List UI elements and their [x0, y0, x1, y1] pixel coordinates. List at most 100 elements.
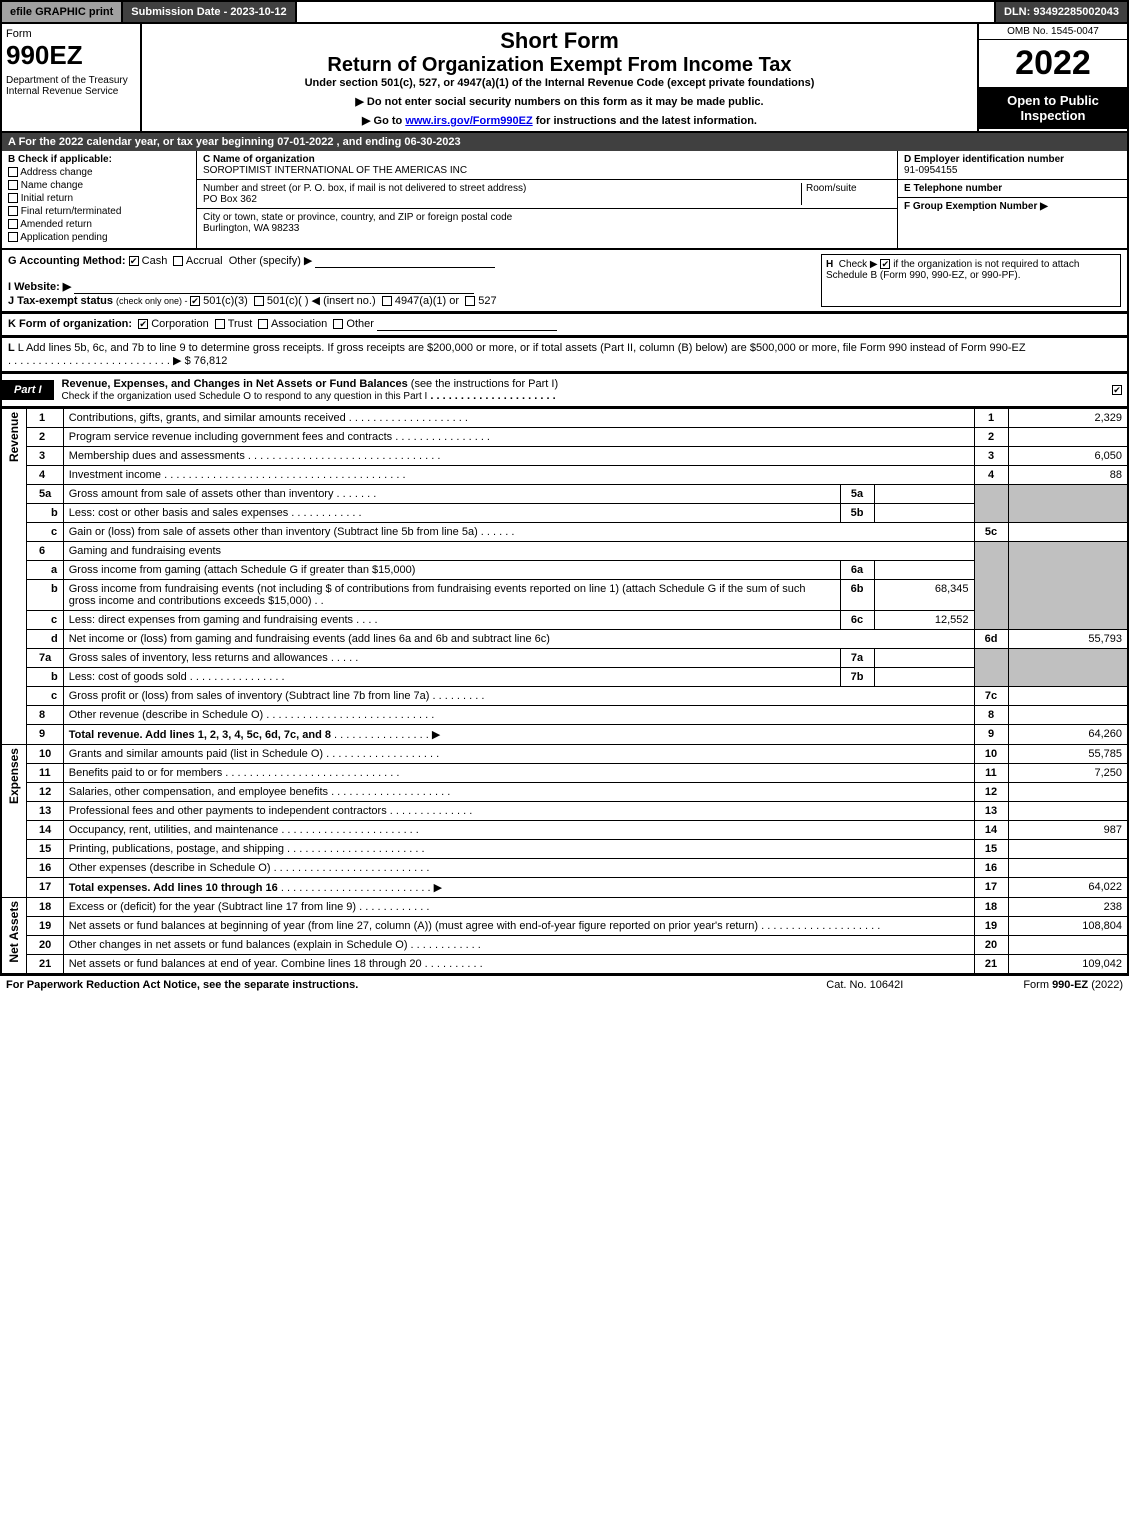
table-row: cGain or (loss) from sale of assets othe… — [1, 523, 1128, 542]
cb-accrual[interactable] — [173, 256, 183, 266]
amt-7a — [874, 649, 974, 668]
cb-4947[interactable] — [382, 296, 392, 306]
cb-association[interactable] — [258, 319, 268, 329]
c-street-label: Number and street (or P. O. box, if mail… — [203, 183, 526, 194]
other-org-input[interactable] — [377, 318, 557, 331]
table-row: 4Investment income . . . . . . . . . . .… — [1, 466, 1128, 485]
j-label: J Tax-exempt status — [8, 295, 113, 307]
section-a: A For the 2022 calendar year, or tax yea… — [0, 133, 1129, 151]
cb-schedule-o[interactable] — [1112, 385, 1122, 395]
amt-4: 88 — [1008, 466, 1128, 485]
table-row: 19Net assets or fund balances at beginni… — [1, 917, 1128, 936]
cb-other-org[interactable] — [333, 319, 343, 329]
org-name: SOROPTIMIST INTERNATIONAL OF THE AMERICA… — [203, 165, 467, 176]
amt-1: 2,329 — [1008, 409, 1128, 428]
part1-tab: Part I — [2, 380, 54, 400]
dept-label: Department of the Treasury Internal Reve… — [6, 75, 136, 97]
amt-6c: 12,552 — [874, 611, 974, 630]
amt-12 — [1008, 783, 1128, 802]
amt-3: 6,050 — [1008, 447, 1128, 466]
c-name-label: C Name of organization — [203, 154, 315, 165]
section-b: B Check if applicable: Address change Na… — [2, 151, 197, 248]
cb-501c[interactable] — [254, 296, 264, 306]
table-row: cLess: direct expenses from gaming and f… — [1, 611, 1128, 630]
amt-11: 7,250 — [1008, 764, 1128, 783]
part1-title: Revenue, Expenses, and Changes in Net As… — [62, 378, 408, 390]
website-input[interactable] — [74, 281, 474, 294]
header-right: OMB No. 1545-0047 2022 Open to Public In… — [977, 24, 1127, 131]
amt-5a — [874, 485, 974, 504]
cb-final-return[interactable]: Final return/terminated — [8, 206, 190, 217]
h-label: H — [826, 259, 833, 270]
amt-10: 55,785 — [1008, 745, 1128, 764]
cb-amended-return[interactable]: Amended return — [8, 219, 190, 230]
cb-name-change[interactable]: Name change — [8, 180, 190, 191]
side-net-assets: Net Assets — [7, 901, 21, 963]
part1-header: Part I Revenue, Expenses, and Changes in… — [0, 373, 1129, 408]
open-inspection: Open to Public Inspection — [979, 87, 1127, 129]
footer-cat: Cat. No. 10642I — [826, 979, 903, 991]
g-label: G Accounting Method: — [8, 255, 126, 267]
part1-note: (see the instructions for Part I) — [411, 378, 558, 390]
table-row: 11Benefits paid to or for members . . . … — [1, 764, 1128, 783]
other-method-input[interactable] — [315, 255, 495, 268]
k-label: K Form of organization: — [8, 318, 132, 330]
cb-527[interactable] — [465, 296, 475, 306]
form-header: Form 990EZ Department of the Treasury In… — [0, 24, 1129, 133]
table-row: bGross income from fundraising events (n… — [1, 580, 1128, 611]
amt-16 — [1008, 859, 1128, 878]
section-gh: G Accounting Method: Cash Accrual Other … — [0, 249, 1129, 313]
table-row: 13Professional fees and other payments t… — [1, 802, 1128, 821]
amt-13 — [1008, 802, 1128, 821]
table-row: 5aGross amount from sale of assets other… — [1, 485, 1128, 504]
amt-6d: 55,793 — [1008, 630, 1128, 649]
cb-initial-return[interactable]: Initial return — [8, 193, 190, 204]
amt-6b: 68,345 — [874, 580, 974, 611]
table-row: 21Net assets or fund balances at end of … — [1, 955, 1128, 975]
d-label: D Employer identification number — [904, 154, 1064, 165]
amt-14: 987 — [1008, 821, 1128, 840]
table-row: bLess: cost of goods sold . . . . . . . … — [1, 668, 1128, 687]
short-form-title: Short Form — [146, 28, 973, 54]
table-row: bLess: cost or other basis and sales exp… — [1, 504, 1128, 523]
tax-year: 2022 — [979, 40, 1127, 87]
cb-trust[interactable] — [215, 319, 225, 329]
page-footer: For Paperwork Reduction Act Notice, see … — [0, 975, 1129, 994]
table-row: 16Other expenses (describe in Schedule O… — [1, 859, 1128, 878]
amt-17: 64,022 — [1008, 878, 1128, 898]
amt-2 — [1008, 428, 1128, 447]
cb-application-pending[interactable]: Application pending — [8, 232, 190, 243]
instr-goto-post: for instructions and the latest informat… — [533, 115, 757, 127]
cb-address-change[interactable]: Address change — [8, 167, 190, 178]
header-mid: Short Form Return of Organization Exempt… — [142, 24, 977, 131]
l-value: ▶ $ 76,812 — [173, 355, 227, 367]
side-expenses: Expenses — [7, 748, 21, 804]
amt-8 — [1008, 706, 1128, 725]
cb-501c3[interactable] — [190, 296, 200, 306]
f-label: F Group Exemption Number ▶ — [904, 201, 1048, 212]
amt-20 — [1008, 936, 1128, 955]
b-header: B Check if applicable: — [8, 154, 190, 165]
amt-15 — [1008, 840, 1128, 859]
form-number: 990EZ — [6, 40, 136, 71]
ein-value: 91-0954155 — [904, 165, 957, 176]
omb-number: OMB No. 1545-0047 — [979, 24, 1127, 40]
submission-date-button[interactable]: Submission Date - 2023-10-12 — [123, 2, 296, 22]
amt-5b — [874, 504, 974, 523]
efile-print-button[interactable]: efile GRAPHIC print — [2, 2, 123, 22]
cb-cash[interactable] — [129, 256, 139, 266]
org-city: Burlington, WA 98233 — [203, 223, 299, 234]
table-row: Expenses 10Grants and similar amounts pa… — [1, 745, 1128, 764]
table-row: Revenue 1Contributions, gifts, grants, a… — [1, 409, 1128, 428]
table-row: 15Printing, publications, postage, and s… — [1, 840, 1128, 859]
instr-goto: ▶ Go to www.irs.gov/Form990EZ for instru… — [146, 114, 973, 127]
table-row: cGross profit or (loss) from sales of in… — [1, 687, 1128, 706]
cb-schedule-b[interactable] — [880, 259, 890, 269]
table-row: 14Occupancy, rent, utilities, and mainte… — [1, 821, 1128, 840]
irs-link[interactable]: www.irs.gov/Form990EZ — [405, 115, 532, 127]
part1-sub: Check if the organization used Schedule … — [62, 391, 428, 402]
e-label: E Telephone number — [904, 183, 1002, 194]
cb-corporation[interactable] — [138, 319, 148, 329]
table-row: Net Assets 18Excess or (deficit) for the… — [1, 898, 1128, 917]
i-label: I Website: ▶ — [8, 281, 71, 293]
